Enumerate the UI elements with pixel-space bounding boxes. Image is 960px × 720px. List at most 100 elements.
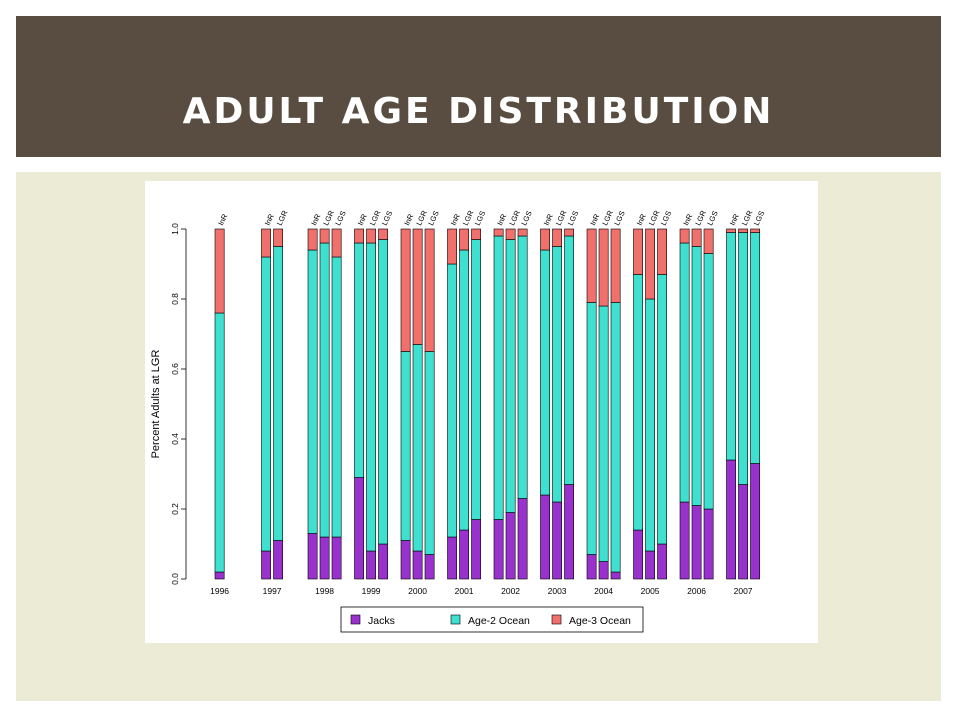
bar-segment-jacks <box>505 512 516 580</box>
legend-swatch-jacks <box>350 614 361 625</box>
bar-segment-age3-ocean <box>738 228 748 233</box>
bar-segment-age3-ocean <box>459 228 469 251</box>
bar-segment-age2-ocean <box>307 249 318 534</box>
bar-segment-age3-ocean <box>412 228 423 345</box>
bar-segment-age2-ocean <box>471 239 481 520</box>
bar-segment-age2-ocean <box>261 256 271 552</box>
bar-segment-jacks <box>378 543 388 580</box>
bar-segment-age3-ocean <box>657 228 667 275</box>
bar-segment-age3-ocean <box>598 228 609 307</box>
bar-segment-jacks <box>679 501 690 580</box>
year-label: 2001 <box>455 586 474 596</box>
stacked-bar-chart: 0.0 0.2 0.4 0.6 0.8 1.0 Percent Adults at LGR I… <box>150 209 766 633</box>
bar-segment-jacks <box>354 477 364 580</box>
bar-segment-age2-ocean <box>610 302 621 573</box>
y-tick-label: 1.0 <box>170 223 180 235</box>
year-label: 2006 <box>687 586 706 596</box>
bar-segment-age3-ocean <box>540 228 550 251</box>
year-label: 2007 <box>734 586 753 596</box>
bar-label: InR <box>635 212 648 227</box>
bar-label: InR <box>356 212 369 227</box>
bar-segment-jacks <box>493 519 504 580</box>
bar-segment-age2-ocean <box>331 256 342 538</box>
bar-segment-age2-ocean <box>273 246 283 541</box>
bar-segment-age3-ocean <box>586 228 597 303</box>
bar-segment-age3-ocean <box>424 228 435 352</box>
year-label: 2000 <box>408 586 427 596</box>
bar-label: InR <box>309 212 322 227</box>
bar-segment-age3-ocean <box>273 228 283 247</box>
bar-segment-age2-ocean <box>517 235 528 499</box>
bar-segment-age2-ocean <box>691 246 702 506</box>
bar-segment-jacks <box>564 484 574 580</box>
bar-segment-age2-ocean <box>319 242 330 538</box>
bar-segment-age2-ocean <box>400 351 411 541</box>
bar-segment-age3-ocean <box>726 228 736 233</box>
y-tick-label: 0.6 <box>170 363 180 375</box>
bar-segment-age3-ocean <box>331 228 342 258</box>
bar-segment-age2-ocean <box>505 239 516 513</box>
bar-segment-age2-ocean <box>552 246 562 503</box>
bar-segment-jacks <box>598 561 609 580</box>
bar-segment-age2-ocean <box>750 232 760 464</box>
bar-label: LGS <box>426 209 441 226</box>
bar-label: InR <box>728 212 741 227</box>
chart-card: 0.0 0.2 0.4 0.6 0.8 1.0 Percent Adults at LGR I… <box>145 181 818 643</box>
bar-segment-age2-ocean <box>703 253 714 510</box>
bar-segment-jacks <box>319 536 330 580</box>
y-tick-label: 0.2 <box>170 503 180 515</box>
bar-segment-jacks <box>366 550 376 580</box>
legend-swatch-age3-ocean <box>551 614 562 625</box>
bar-segment-jacks <box>691 505 702 580</box>
bar-segment-jacks <box>424 554 435 580</box>
year-label: 2002 <box>501 586 520 596</box>
bar-label: InR <box>495 212 508 227</box>
bar-segment-jacks <box>540 494 550 580</box>
bar-segment-age3-ocean <box>319 228 330 244</box>
bar-segment-age3-ocean <box>610 228 621 303</box>
bar-segment-age3-ocean <box>564 228 574 237</box>
bar-segment-age3-ocean <box>378 228 388 240</box>
bar-segment-jacks <box>552 501 562 580</box>
bar-segment-age3-ocean <box>366 228 376 244</box>
bar-label: LGS <box>659 209 674 226</box>
bar-segment-age3-ocean <box>703 228 714 254</box>
bar-segment-age3-ocean <box>517 228 528 237</box>
bar-segment-age3-ocean <box>471 228 481 240</box>
bar-segment-age2-ocean <box>412 344 423 552</box>
bar-segment-age2-ocean <box>459 249 469 531</box>
bar-segment-age3-ocean <box>505 228 516 240</box>
bar-segment-jacks <box>703 508 714 580</box>
bar-segment-age3-ocean <box>214 228 225 314</box>
bar-segment-age2-ocean <box>424 351 435 555</box>
y-tick-label: 0.4 <box>170 433 180 445</box>
bar-segment-age3-ocean <box>447 228 457 265</box>
bar-label: InR <box>216 212 229 227</box>
bar-segment-jacks <box>307 533 318 580</box>
bar-label: InR <box>588 212 601 227</box>
bar-label: LGS <box>380 209 395 226</box>
bar-label: LGS <box>519 209 534 226</box>
bar-segment-age2-ocean <box>657 274 667 545</box>
bar-segment-age3-ocean <box>679 228 690 244</box>
bar-label: LGS <box>612 209 627 226</box>
bar-segment-age2-ocean <box>378 239 388 545</box>
year-label: 2003 <box>548 586 567 596</box>
legend-swatch-age2-ocean <box>450 614 461 625</box>
bar-segment-age3-ocean <box>552 228 562 247</box>
bar-segment-age2-ocean <box>354 242 364 478</box>
bar-label: InR <box>263 212 276 227</box>
bar-segment-age2-ocean <box>633 274 643 531</box>
y-tick-label: 0.8 <box>170 293 180 305</box>
year-label: 1998 <box>315 586 334 596</box>
bar-segment-age3-ocean <box>354 228 364 244</box>
bar-segment-jacks <box>586 554 597 580</box>
bar-segment-age3-ocean <box>691 228 702 247</box>
bar-label: LGS <box>705 209 720 226</box>
bar-segment-jacks <box>214 571 225 580</box>
bar-segment-age2-ocean <box>598 305 609 562</box>
bar-label: InR <box>681 212 694 227</box>
bar-segment-age2-ocean <box>645 298 655 552</box>
bar-segment-jacks <box>331 536 342 580</box>
bar-segment-jacks <box>726 459 736 580</box>
